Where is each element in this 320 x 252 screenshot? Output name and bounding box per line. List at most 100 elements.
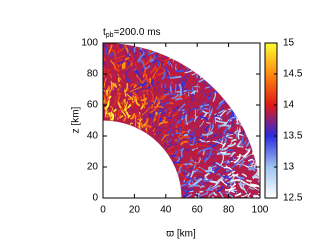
field-streak (226, 169, 235, 173)
field-streak (159, 62, 165, 71)
field-streak (179, 135, 184, 140)
field-streak (188, 78, 193, 83)
field-streak (179, 113, 185, 117)
x-tick-label: 100 (252, 205, 269, 216)
field-streak (135, 69, 141, 78)
field-streak (154, 126, 162, 130)
field-streak (190, 90, 196, 95)
field-streak (211, 116, 215, 127)
field-streak (183, 149, 191, 152)
field-streak (177, 112, 185, 120)
field-streak (220, 151, 227, 154)
field-streak (211, 164, 218, 168)
colorbar-tick-label: 13.5 (283, 131, 303, 142)
field-streak (161, 72, 166, 80)
field-streak (257, 179, 260, 183)
field-streak (185, 188, 194, 195)
field-streak (103, 86, 106, 95)
field-streak (163, 137, 167, 148)
field-streak (212, 92, 217, 102)
field-streak (129, 122, 134, 126)
field-streak (199, 104, 209, 108)
plot-frame (102, 42, 261, 199)
field-streak (105, 91, 112, 97)
field-streak (180, 147, 185, 158)
field-streak (212, 134, 218, 137)
field-streak (146, 79, 154, 90)
field-streak (113, 43, 120, 46)
field-streak (192, 136, 196, 145)
field (103, 43, 260, 198)
field-streak (195, 167, 206, 173)
field-streak (198, 68, 200, 80)
x-tick-label: 80 (223, 205, 235, 216)
field-streak (184, 163, 194, 166)
field-streak (193, 95, 197, 102)
field-streak (115, 73, 118, 79)
field-streak (230, 138, 237, 143)
field-streak (137, 53, 145, 63)
field-streak (156, 87, 160, 93)
field-streak (113, 66, 120, 72)
field-streak (142, 58, 149, 67)
field-streak (125, 77, 132, 83)
field-streak (130, 113, 136, 120)
field-streak (170, 142, 179, 148)
field-streak (160, 125, 169, 128)
field-streak (103, 60, 106, 66)
field-streak (206, 125, 211, 138)
field-streak (145, 80, 154, 90)
field-streak (204, 140, 213, 144)
field-streak (179, 168, 189, 174)
field-streak (234, 130, 240, 135)
field-streak (203, 123, 206, 132)
colorbar (264, 42, 278, 199)
field-streak (179, 106, 186, 114)
field-streak (169, 55, 174, 60)
field-streak (244, 147, 251, 151)
field-streak (169, 63, 173, 68)
field-streak (117, 101, 123, 111)
field-streak (199, 185, 205, 189)
field-streak (199, 190, 204, 193)
field-streak (184, 94, 189, 100)
field-streak (191, 142, 200, 148)
field-streak (137, 77, 142, 85)
field-streak (227, 172, 232, 176)
field-streak (228, 155, 233, 158)
field-streak (103, 77, 107, 88)
field-streak (249, 166, 256, 170)
field-streak (146, 51, 151, 57)
field-streak (225, 168, 230, 173)
field-streak (107, 109, 109, 118)
field-streak (113, 49, 116, 60)
field-streak (198, 144, 209, 148)
field-streak (230, 152, 236, 157)
field-streak (226, 192, 234, 198)
field-streak (188, 184, 201, 188)
field-streak (156, 101, 161, 107)
field-streak (135, 46, 146, 55)
field-streak (237, 197, 242, 198)
x-tick-label: 40 (160, 205, 172, 216)
field-streak (122, 73, 126, 79)
field-streak (232, 157, 237, 161)
field-streak (207, 78, 217, 86)
field-streak (181, 74, 187, 87)
field-streak (175, 90, 188, 93)
field-streak (114, 58, 123, 65)
field-streak (178, 121, 183, 127)
field-streak (224, 161, 230, 165)
field-streak (125, 73, 129, 83)
field-streak (204, 122, 216, 126)
field-streak (169, 75, 182, 79)
field-streak (205, 178, 218, 184)
field-streak (250, 183, 260, 189)
field-streak (149, 107, 157, 114)
field-streak (199, 120, 205, 128)
field-streak (211, 144, 217, 147)
field-streak (234, 192, 242, 197)
chart-title: tpb=200.0 ms (103, 27, 161, 39)
field-streak (222, 191, 227, 194)
